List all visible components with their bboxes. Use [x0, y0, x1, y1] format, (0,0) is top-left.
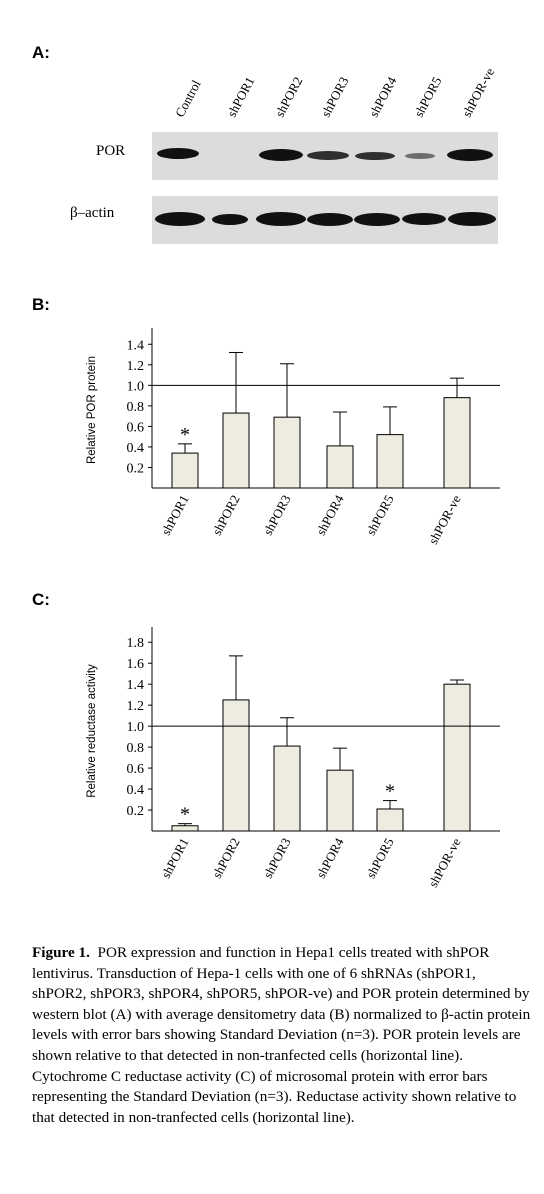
bar: [222, 412, 250, 489]
y-tick-label: 1.0: [127, 720, 145, 735]
y-tick-label: 1.4: [127, 678, 145, 693]
lane-label-shpor1: shPOR1: [223, 74, 258, 120]
blot-band: [307, 151, 349, 160]
blot-band: [212, 214, 248, 225]
panel-c-letter: C:: [32, 590, 50, 609]
western-blot-por: [152, 132, 498, 180]
y-tick-label: 0.8: [127, 741, 145, 756]
y-tick-label: 1.2: [127, 699, 145, 714]
bar: [443, 683, 471, 832]
x-tick-label: shPOR-ve: [425, 835, 463, 889]
x-tick-label: shPOR3: [260, 835, 294, 880]
blot-band: [447, 149, 493, 161]
bar: [171, 825, 199, 832]
y-tick-label: 0.6: [127, 420, 145, 435]
x-tick-label: shPOR4: [313, 835, 347, 881]
western-blot-beta-actin: [152, 196, 498, 244]
y-tick-label: 0.2: [127, 461, 145, 476]
blot-band: [256, 212, 306, 226]
y-tick-label: 1.2: [127, 359, 145, 374]
y-tick-label: 1.0: [127, 379, 145, 394]
x-tick-label: shPOR4: [313, 492, 347, 538]
bar: [326, 445, 354, 489]
y-tick-label: 1.6: [127, 657, 145, 672]
bar: [376, 434, 404, 489]
caption-text: POR expression and function in Hepa1 cel…: [32, 944, 531, 1126]
chart-relative-reductase-activity: 0.2 0.4 0.6 0.8 1.0 1.2 1.4 1.6 1.8 Relative redu…: [86, 627, 500, 890]
y-tick-label: 0.6: [127, 762, 145, 777]
lane-label-shpor-ve: shPOR-ve: [458, 65, 498, 120]
panel-a-letter: A:: [32, 43, 50, 62]
blot-band: [155, 212, 205, 226]
blot-band: [448, 212, 496, 226]
bar: [273, 416, 301, 489]
blot-band: [157, 148, 199, 159]
row-label-beta-actin: β–actin: [70, 205, 115, 221]
lane-label-shpor4: shPOR4: [365, 74, 400, 120]
bar: [326, 769, 354, 832]
blot-band: [259, 149, 303, 161]
bar: [376, 808, 404, 832]
blot-band: [354, 213, 400, 226]
figure-caption: Figure 1. POR expression and function in…: [32, 943, 532, 1128]
chart-relative-por-protein: 0.2 0.4 0.6 0.8 1.0 1.2 1.4 Relative POR protei…: [86, 328, 500, 547]
x-tick-label: shPOR1: [158, 492, 192, 537]
y-axis-label: Relative reductase activity: [86, 664, 98, 798]
y-tick-label: 0.4: [127, 441, 145, 456]
y-tick-label: 1.8: [127, 636, 145, 651]
bar: [273, 745, 301, 832]
x-tick-label: shPOR5: [363, 492, 397, 537]
significance-marker: *: [180, 804, 190, 826]
panel-b-letter: B:: [32, 295, 50, 314]
blot-band: [402, 213, 446, 225]
lane-label-shpor3: shPOR3: [317, 74, 352, 120]
x-tick-label: shPOR5: [363, 835, 397, 880]
lane-label-control: Control: [171, 77, 204, 120]
y-tick-label: 0.4: [127, 783, 145, 798]
bar: [171, 452, 199, 489]
x-tick-label: shPOR-ve: [425, 492, 463, 546]
y-tick-label: 0.2: [127, 804, 145, 819]
x-tick-label: shPOR2: [209, 492, 243, 537]
lane-label-shpor5: shPOR5: [410, 74, 445, 120]
y-tick-label: 0.8: [127, 400, 145, 415]
bar: [222, 699, 250, 832]
y-axis-label: Relative POR protein: [86, 356, 98, 464]
row-label-por: POR: [96, 143, 126, 159]
x-tick-label: shPOR3: [260, 492, 294, 537]
significance-marker: *: [180, 424, 190, 446]
lane-label-shpor2: shPOR2: [271, 74, 306, 120]
significance-marker: *: [385, 781, 395, 803]
bar: [443, 397, 471, 489]
blot-band: [307, 213, 353, 226]
y-tick-label: 1.4: [127, 338, 145, 353]
blot-band: [405, 153, 435, 159]
blot-band: [355, 152, 395, 160]
caption-label: Figure 1.: [32, 944, 90, 961]
x-tick-label: shPOR1: [158, 835, 192, 880]
x-tick-label: shPOR2: [209, 835, 243, 880]
